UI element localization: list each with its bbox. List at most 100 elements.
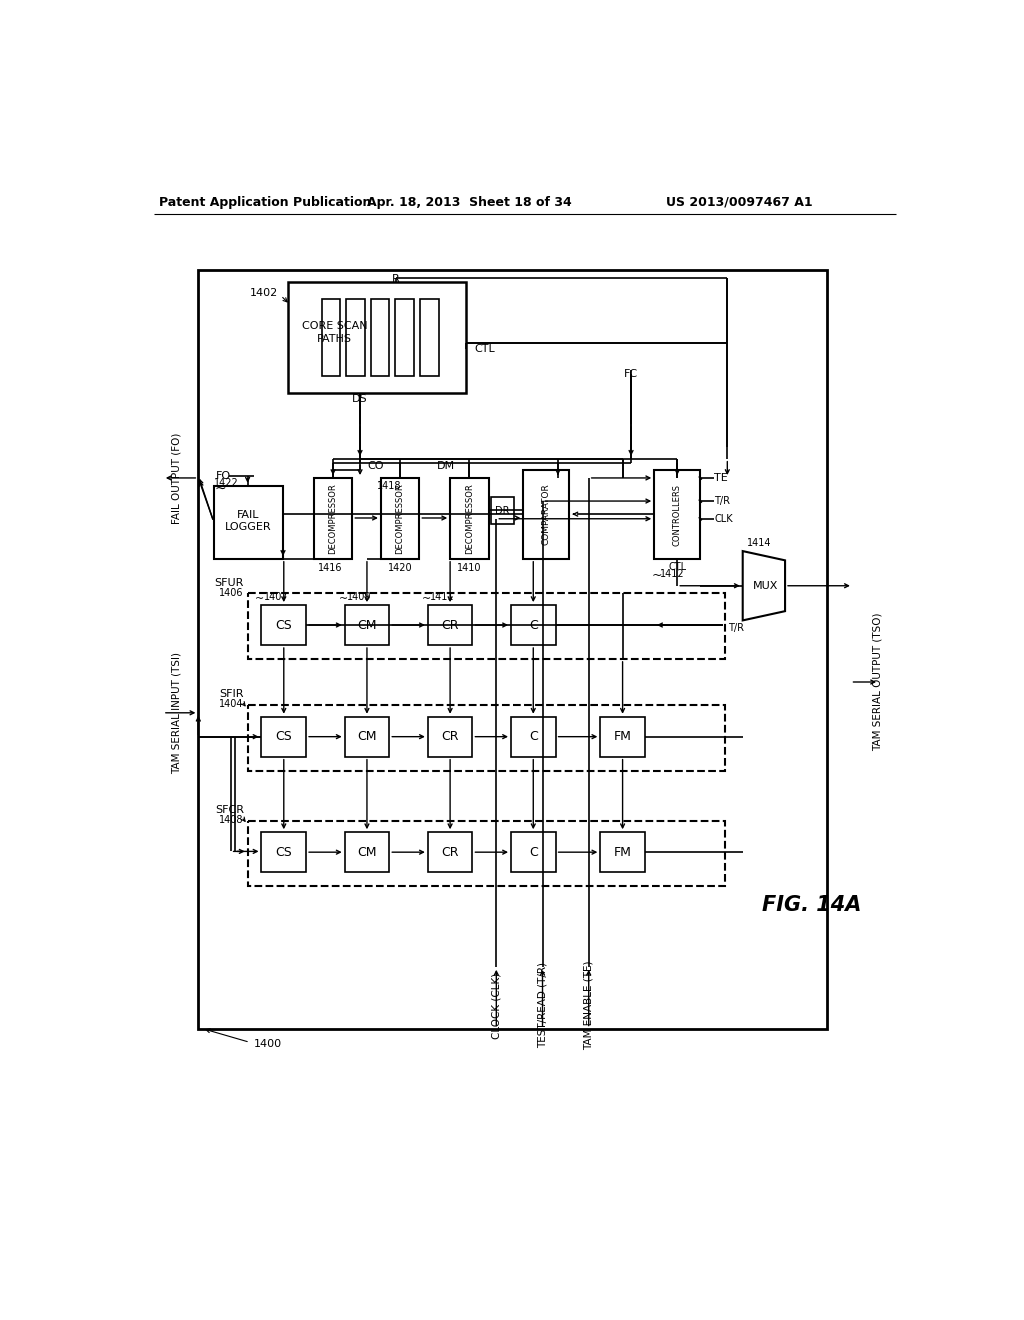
Bar <box>428 832 472 873</box>
Text: ~: ~ <box>422 594 431 603</box>
Text: C: C <box>528 619 538 631</box>
Text: DECOMPRESSOR: DECOMPRESSOR <box>329 483 338 554</box>
Text: TAM ENABLE (TE): TAM ENABLE (TE) <box>584 961 594 1051</box>
Bar <box>490 498 514 524</box>
Text: CS: CS <box>275 846 292 859</box>
Text: 1402: 1402 <box>250 288 279 298</box>
Text: FC: FC <box>624 370 638 379</box>
Bar <box>345 832 389 873</box>
Text: ~: ~ <box>255 594 264 603</box>
Bar <box>451 478 488 558</box>
Text: TE: TE <box>714 473 728 483</box>
Text: ~: ~ <box>339 594 348 603</box>
Bar <box>322 298 340 376</box>
Text: 1406: 1406 <box>219 587 244 598</box>
Bar <box>345 717 389 756</box>
Text: CM: CM <box>357 619 377 631</box>
Bar <box>600 717 645 756</box>
Bar <box>420 298 438 376</box>
Bar <box>428 717 472 756</box>
Bar <box>511 717 556 756</box>
Text: 1409: 1409 <box>347 593 372 602</box>
Text: 1414: 1414 <box>746 539 771 548</box>
Text: 1412: 1412 <box>660 569 685 579</box>
Text: CO: CO <box>368 462 384 471</box>
Bar <box>214 486 283 558</box>
Text: ~: ~ <box>214 482 225 496</box>
Text: SFCR: SFCR <box>215 805 244 814</box>
Text: CR: CR <box>441 730 459 743</box>
Bar <box>428 605 472 645</box>
Text: 1410: 1410 <box>457 564 481 573</box>
Text: SFUR: SFUR <box>214 578 244 587</box>
Text: DM: DM <box>437 462 456 471</box>
Text: T/R: T/R <box>728 623 743 634</box>
Text: CR: CR <box>441 846 459 859</box>
Bar <box>511 605 556 645</box>
Text: FAIL: FAIL <box>238 510 260 520</box>
Bar <box>371 298 389 376</box>
Text: DS: DS <box>352 393 368 404</box>
Text: CLK: CLK <box>714 513 733 524</box>
Bar <box>289 281 466 393</box>
Text: Apr. 18, 2013  Sheet 18 of 34: Apr. 18, 2013 Sheet 18 of 34 <box>367 195 571 209</box>
Bar <box>395 298 414 376</box>
Text: CORE SCAN: CORE SCAN <box>302 321 368 331</box>
Text: C: C <box>528 730 538 743</box>
Text: CR: CR <box>441 619 459 631</box>
Text: Patent Application Publication: Patent Application Publication <box>159 195 372 209</box>
Bar <box>346 298 365 376</box>
Bar <box>654 470 700 558</box>
Text: DECOMPRESSOR: DECOMPRESSOR <box>465 483 474 554</box>
Text: 1400: 1400 <box>254 1039 282 1049</box>
Text: CM: CM <box>357 730 377 743</box>
Text: CONTROLLERS: CONTROLLERS <box>673 483 682 545</box>
Text: PATHS: PATHS <box>317 334 352 343</box>
Text: TAM SERIAL OUTPUT (TSO): TAM SERIAL OUTPUT (TSO) <box>872 612 883 751</box>
Bar <box>511 832 556 873</box>
Text: 1404: 1404 <box>219 700 244 709</box>
Text: T/R: T/R <box>714 496 730 506</box>
Bar <box>199 271 827 1028</box>
Text: 1416: 1416 <box>317 564 342 573</box>
Text: C: C <box>528 846 538 859</box>
Text: 1420: 1420 <box>388 564 413 573</box>
Text: FM: FM <box>613 846 632 859</box>
Text: 1418: 1418 <box>377 480 401 491</box>
Text: FM: FM <box>613 730 632 743</box>
Text: TAM SERIAL INPUT (TSI): TAM SERIAL INPUT (TSI) <box>172 652 182 774</box>
Text: DR: DR <box>496 506 510 516</box>
Text: COMPARATOR: COMPARATOR <box>542 483 551 545</box>
Text: MUX: MUX <box>753 581 778 591</box>
Bar <box>248 821 725 886</box>
Text: DECOMPRESSOR: DECOMPRESSOR <box>395 483 404 554</box>
Text: 1422: 1422 <box>214 478 239 488</box>
Bar <box>345 605 389 645</box>
Text: CS: CS <box>275 619 292 631</box>
Text: CS: CS <box>275 730 292 743</box>
Text: R: R <box>392 275 400 284</box>
Bar <box>600 832 645 873</box>
Text: 1411: 1411 <box>430 593 455 602</box>
Text: LOGGER: LOGGER <box>225 523 271 532</box>
Text: CTL: CTL <box>474 345 496 354</box>
Text: US 2013/0097467 A1: US 2013/0097467 A1 <box>666 195 812 209</box>
Polygon shape <box>742 552 785 620</box>
Bar <box>381 478 419 558</box>
Bar <box>261 605 306 645</box>
Bar <box>248 594 725 659</box>
Text: CM: CM <box>357 846 377 859</box>
Bar <box>313 478 352 558</box>
Text: TEST/READ (T/R): TEST/READ (T/R) <box>538 962 548 1048</box>
Text: 1408: 1408 <box>219 814 244 825</box>
Text: CTL: CTL <box>669 561 686 572</box>
Text: ~: ~ <box>651 569 662 582</box>
Bar <box>523 470 569 558</box>
Text: 1407: 1407 <box>264 593 289 602</box>
Text: FO: FO <box>215 471 230 480</box>
Bar <box>248 705 725 771</box>
Text: FIG. 14A: FIG. 14A <box>762 895 861 915</box>
Text: SFIR: SFIR <box>219 689 244 700</box>
Bar <box>261 832 306 873</box>
Text: CLOCK (CLK): CLOCK (CLK) <box>492 973 502 1039</box>
